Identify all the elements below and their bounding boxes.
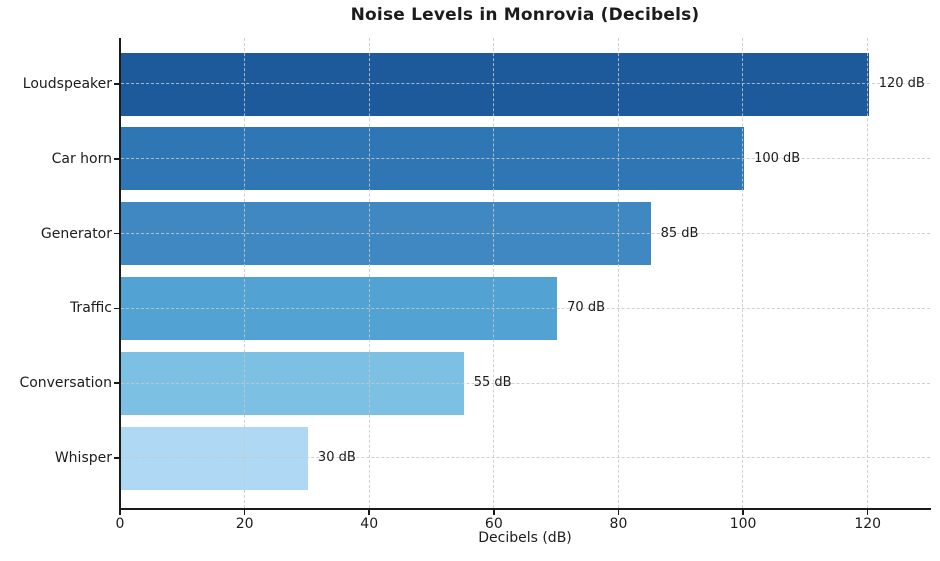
category-label: Car horn <box>51 150 112 167</box>
x-axis-spine <box>119 508 931 510</box>
gridline-horizontal <box>121 83 930 85</box>
chart-title: Noise Levels in Monrovia (Decibels) <box>350 5 700 25</box>
x-axis-tick <box>368 510 371 515</box>
y-axis-tick <box>114 307 120 310</box>
x-tick-label: 80 <box>609 516 628 532</box>
gridline-vertical <box>866 38 868 508</box>
gridline-vertical <box>368 38 370 508</box>
gridline-vertical <box>742 38 744 508</box>
y-axis-tick <box>114 158 120 160</box>
y-axis-tick <box>114 382 120 384</box>
x-axis-tick <box>617 510 620 515</box>
bar-value-label: 70 dB <box>567 300 605 316</box>
x-tick-label: 100 <box>729 516 757 532</box>
gridline-horizontal <box>121 232 930 234</box>
x-axis-tick <box>742 510 744 515</box>
gridline-horizontal <box>121 158 930 160</box>
y-axis-tick <box>114 457 120 459</box>
category-label: Generator <box>40 225 112 242</box>
x-axis-tick <box>119 510 121 515</box>
gridline-horizontal <box>121 307 930 309</box>
x-axis-tick <box>493 510 495 515</box>
bar-value-label: 30 dB <box>317 450 356 465</box>
x-tick-label: 60 <box>484 516 503 532</box>
y-axis-tick <box>114 83 120 85</box>
bar-value-label: 85 dB <box>660 225 699 241</box>
gridline-horizontal <box>121 382 930 384</box>
category-label: Conversation <box>19 375 112 392</box>
bar-value-label: 120 dB <box>878 76 925 91</box>
category-label: Whisper <box>54 450 112 466</box>
category-label: Traffic <box>69 300 112 317</box>
gridline-vertical <box>617 38 619 508</box>
gridline-vertical <box>493 38 495 508</box>
x-tick-label: 120 <box>854 516 882 532</box>
bar-value-label: 100 dB <box>754 150 801 166</box>
bar-value-label: 55 dB <box>473 375 512 391</box>
x-axis-label: Decibels (dB) <box>478 530 572 546</box>
x-tick-label: 40 <box>360 516 379 532</box>
gridline-vertical <box>243 38 245 508</box>
x-axis-tick <box>243 510 246 515</box>
x-axis-tick <box>866 510 869 515</box>
gridline-horizontal <box>121 457 930 459</box>
x-tick-label: 0 <box>115 516 125 532</box>
x-tick-label: 20 <box>235 516 254 532</box>
y-axis-spine <box>119 38 121 510</box>
category-label: Loudspeaker <box>22 76 112 92</box>
y-axis-tick <box>114 232 120 235</box>
